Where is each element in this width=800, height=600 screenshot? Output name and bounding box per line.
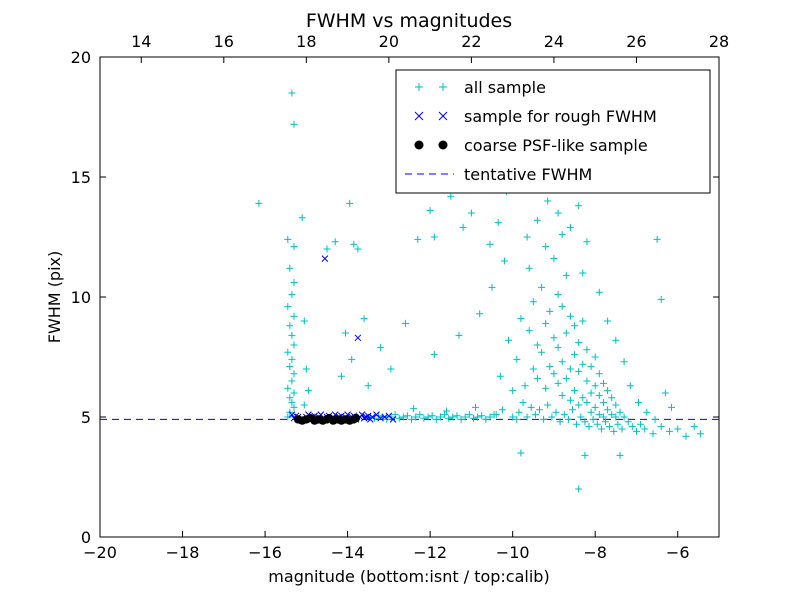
top-tick-label: 24	[544, 32, 564, 51]
legend-x-marker	[414, 111, 424, 121]
series-all-sample	[255, 89, 704, 493]
legend-dot-marker	[438, 140, 448, 150]
tick-layer	[99, 56, 720, 538]
y-axis-label: FWHM (pix)	[45, 251, 64, 344]
y-tick-label: 0	[81, 528, 91, 547]
bottom-tick-label: −16	[248, 543, 282, 562]
marker-dot	[351, 414, 361, 423]
chart-title: FWHM vs magnitudes	[306, 10, 512, 32]
top-tick-label: 16	[214, 32, 234, 51]
legend: all sample sample for rough FWHM coarse PS…	[395, 69, 711, 194]
bottom-tick-label: −14	[331, 543, 365, 562]
legend-label: all sample	[464, 78, 546, 97]
bottom-tick-label: −8	[583, 543, 607, 562]
legend-plus-marker	[439, 83, 447, 91]
bottom-tick-label: −18	[166, 543, 200, 562]
y-tick-label: 20	[71, 48, 91, 67]
y-tick-label: 10	[71, 288, 91, 307]
top-tick-label: 22	[461, 32, 481, 51]
legend-label: sample for rough FWHM	[464, 107, 657, 126]
legend-dot-marker	[414, 140, 424, 150]
legend-x-marker	[438, 111, 448, 121]
y-tick-label: 15	[71, 168, 91, 187]
legend-label: coarse PSF-like sample	[464, 136, 648, 155]
bottom-tick-label: −10	[496, 543, 530, 562]
top-tick-label: 20	[379, 32, 399, 51]
series-coarse-psf-like-sample	[293, 414, 361, 425]
top-tick-label: 26	[626, 32, 646, 51]
bottom-tick-label: −6	[666, 543, 690, 562]
top-tick-label: 18	[296, 32, 316, 51]
top-tick-label: 14	[131, 32, 151, 51]
series-layer	[255, 89, 704, 493]
bottom-tick-label: −12	[413, 543, 447, 562]
x-axis-label: magnitude (bottom:isnt / top:calib)	[268, 567, 549, 586]
legend-plus-marker	[415, 83, 423, 91]
y-tick-label: 5	[81, 408, 91, 427]
tick-label-layer: −20 −18 −16 −14 −12 −10 −8 −6 14 16 18 20 22 24 26 28 0 5…	[71, 32, 730, 562]
bottom-tick-label: −20	[83, 543, 117, 562]
legend-label: tentative FWHM	[464, 165, 592, 184]
legend-box	[395, 69, 711, 194]
top-tick-label: 28	[709, 32, 729, 51]
